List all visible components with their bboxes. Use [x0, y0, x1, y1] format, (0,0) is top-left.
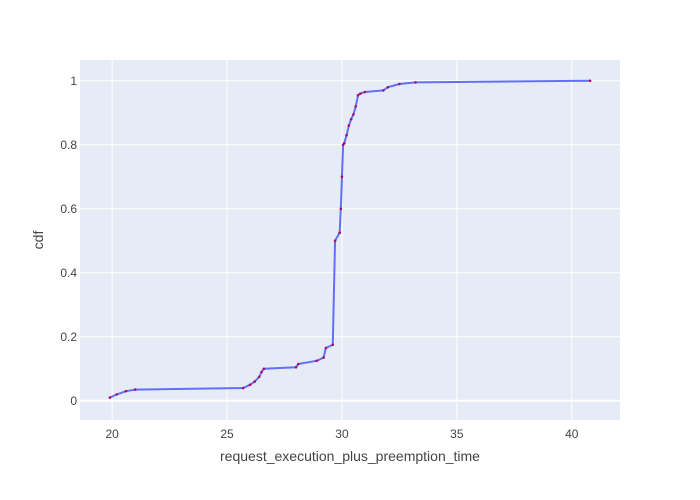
y-tick-label: 1	[70, 74, 77, 88]
data-point	[359, 92, 362, 95]
data-point	[324, 346, 328, 350]
y-tick-label: 0.4	[60, 266, 77, 280]
data-point	[262, 367, 266, 371]
data-point	[248, 383, 252, 387]
data-point	[339, 207, 343, 211]
data-point	[315, 359, 318, 363]
data-point	[241, 386, 245, 390]
y-tick-label: 0	[70, 394, 77, 408]
x-tick-label: 35	[450, 427, 464, 441]
data-point	[115, 393, 119, 396]
data-point	[349, 117, 353, 121]
x-axis-title: request_execution_plus_preemption_time	[220, 448, 480, 464]
data-series	[108, 79, 592, 399]
y-tick-label: 0.6	[60, 202, 77, 216]
data-point	[356, 93, 360, 97]
data-point	[331, 343, 335, 347]
data-point	[338, 231, 341, 235]
y-tick-label: 0.2	[60, 330, 77, 344]
data-point	[340, 175, 344, 179]
data-point	[108, 396, 112, 399]
data-point	[342, 141, 346, 145]
y-axis-title: cdf	[30, 231, 46, 250]
data-point	[260, 370, 263, 374]
data-point	[333, 239, 337, 243]
data-point	[257, 375, 261, 379]
x-tick-label: 30	[335, 427, 349, 441]
data-point	[296, 362, 300, 366]
data-point	[322, 356, 325, 359]
data-point	[382, 89, 385, 92]
data-point	[133, 388, 137, 391]
x-axis-ticks: 20 25 30 35 40	[105, 427, 578, 441]
data-point	[253, 380, 256, 383]
data-point	[588, 79, 592, 83]
y-tick-label: 0.8	[60, 138, 77, 152]
data-point	[398, 82, 401, 86]
data-point	[354, 105, 358, 108]
data-point	[352, 113, 355, 116]
x-tick-label: 25	[220, 427, 234, 441]
data-point	[294, 365, 298, 369]
x-tick-label: 20	[105, 427, 119, 441]
data-point	[414, 81, 417, 84]
data-point	[124, 389, 128, 393]
data-point	[345, 133, 348, 137]
data-point	[386, 85, 390, 89]
data-point	[347, 124, 351, 127]
data-point	[363, 90, 367, 94]
plot-area	[80, 60, 620, 420]
y-axis-ticks: 0 0.2 0.4 0.6 0.8 1	[60, 74, 77, 408]
x-tick-label: 40	[565, 427, 579, 441]
